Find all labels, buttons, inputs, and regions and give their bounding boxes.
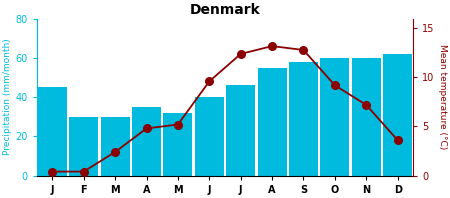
Point (331, 84, 338, 87)
Point (237, 52, 244, 55)
Bar (101, 117, 130, 175)
Point (269, 45, 276, 48)
Bar (195, 97, 224, 175)
Bar (289, 62, 318, 175)
Bar (383, 54, 412, 175)
Point (206, 80, 213, 83)
Bar (258, 68, 287, 175)
Bar (163, 113, 192, 175)
Point (49, 170, 56, 173)
Bar (320, 58, 349, 175)
Title: Denmark: Denmark (189, 4, 261, 17)
Point (112, 150, 119, 154)
Bar (226, 85, 255, 175)
Bar (132, 107, 161, 175)
Bar (69, 117, 98, 175)
Point (174, 123, 181, 126)
Point (394, 139, 401, 142)
Bar (38, 87, 67, 175)
Point (143, 127, 150, 130)
Y-axis label: Mean temperature (°C): Mean temperature (°C) (437, 44, 446, 150)
Y-axis label: Precipitation (mm/month): Precipitation (mm/month) (4, 39, 13, 155)
Point (363, 103, 370, 107)
Point (80, 170, 87, 173)
Point (300, 49, 307, 52)
Bar (352, 58, 381, 175)
